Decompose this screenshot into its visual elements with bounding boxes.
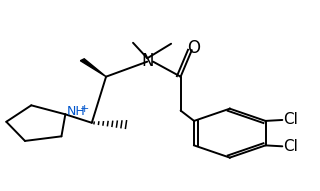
Text: N: N [141, 52, 154, 70]
Text: O: O [187, 40, 200, 57]
Text: +: + [80, 104, 89, 114]
Text: NH: NH [67, 105, 86, 118]
Text: Cl: Cl [283, 112, 298, 127]
Text: Cl: Cl [283, 139, 298, 154]
Polygon shape [80, 59, 106, 77]
